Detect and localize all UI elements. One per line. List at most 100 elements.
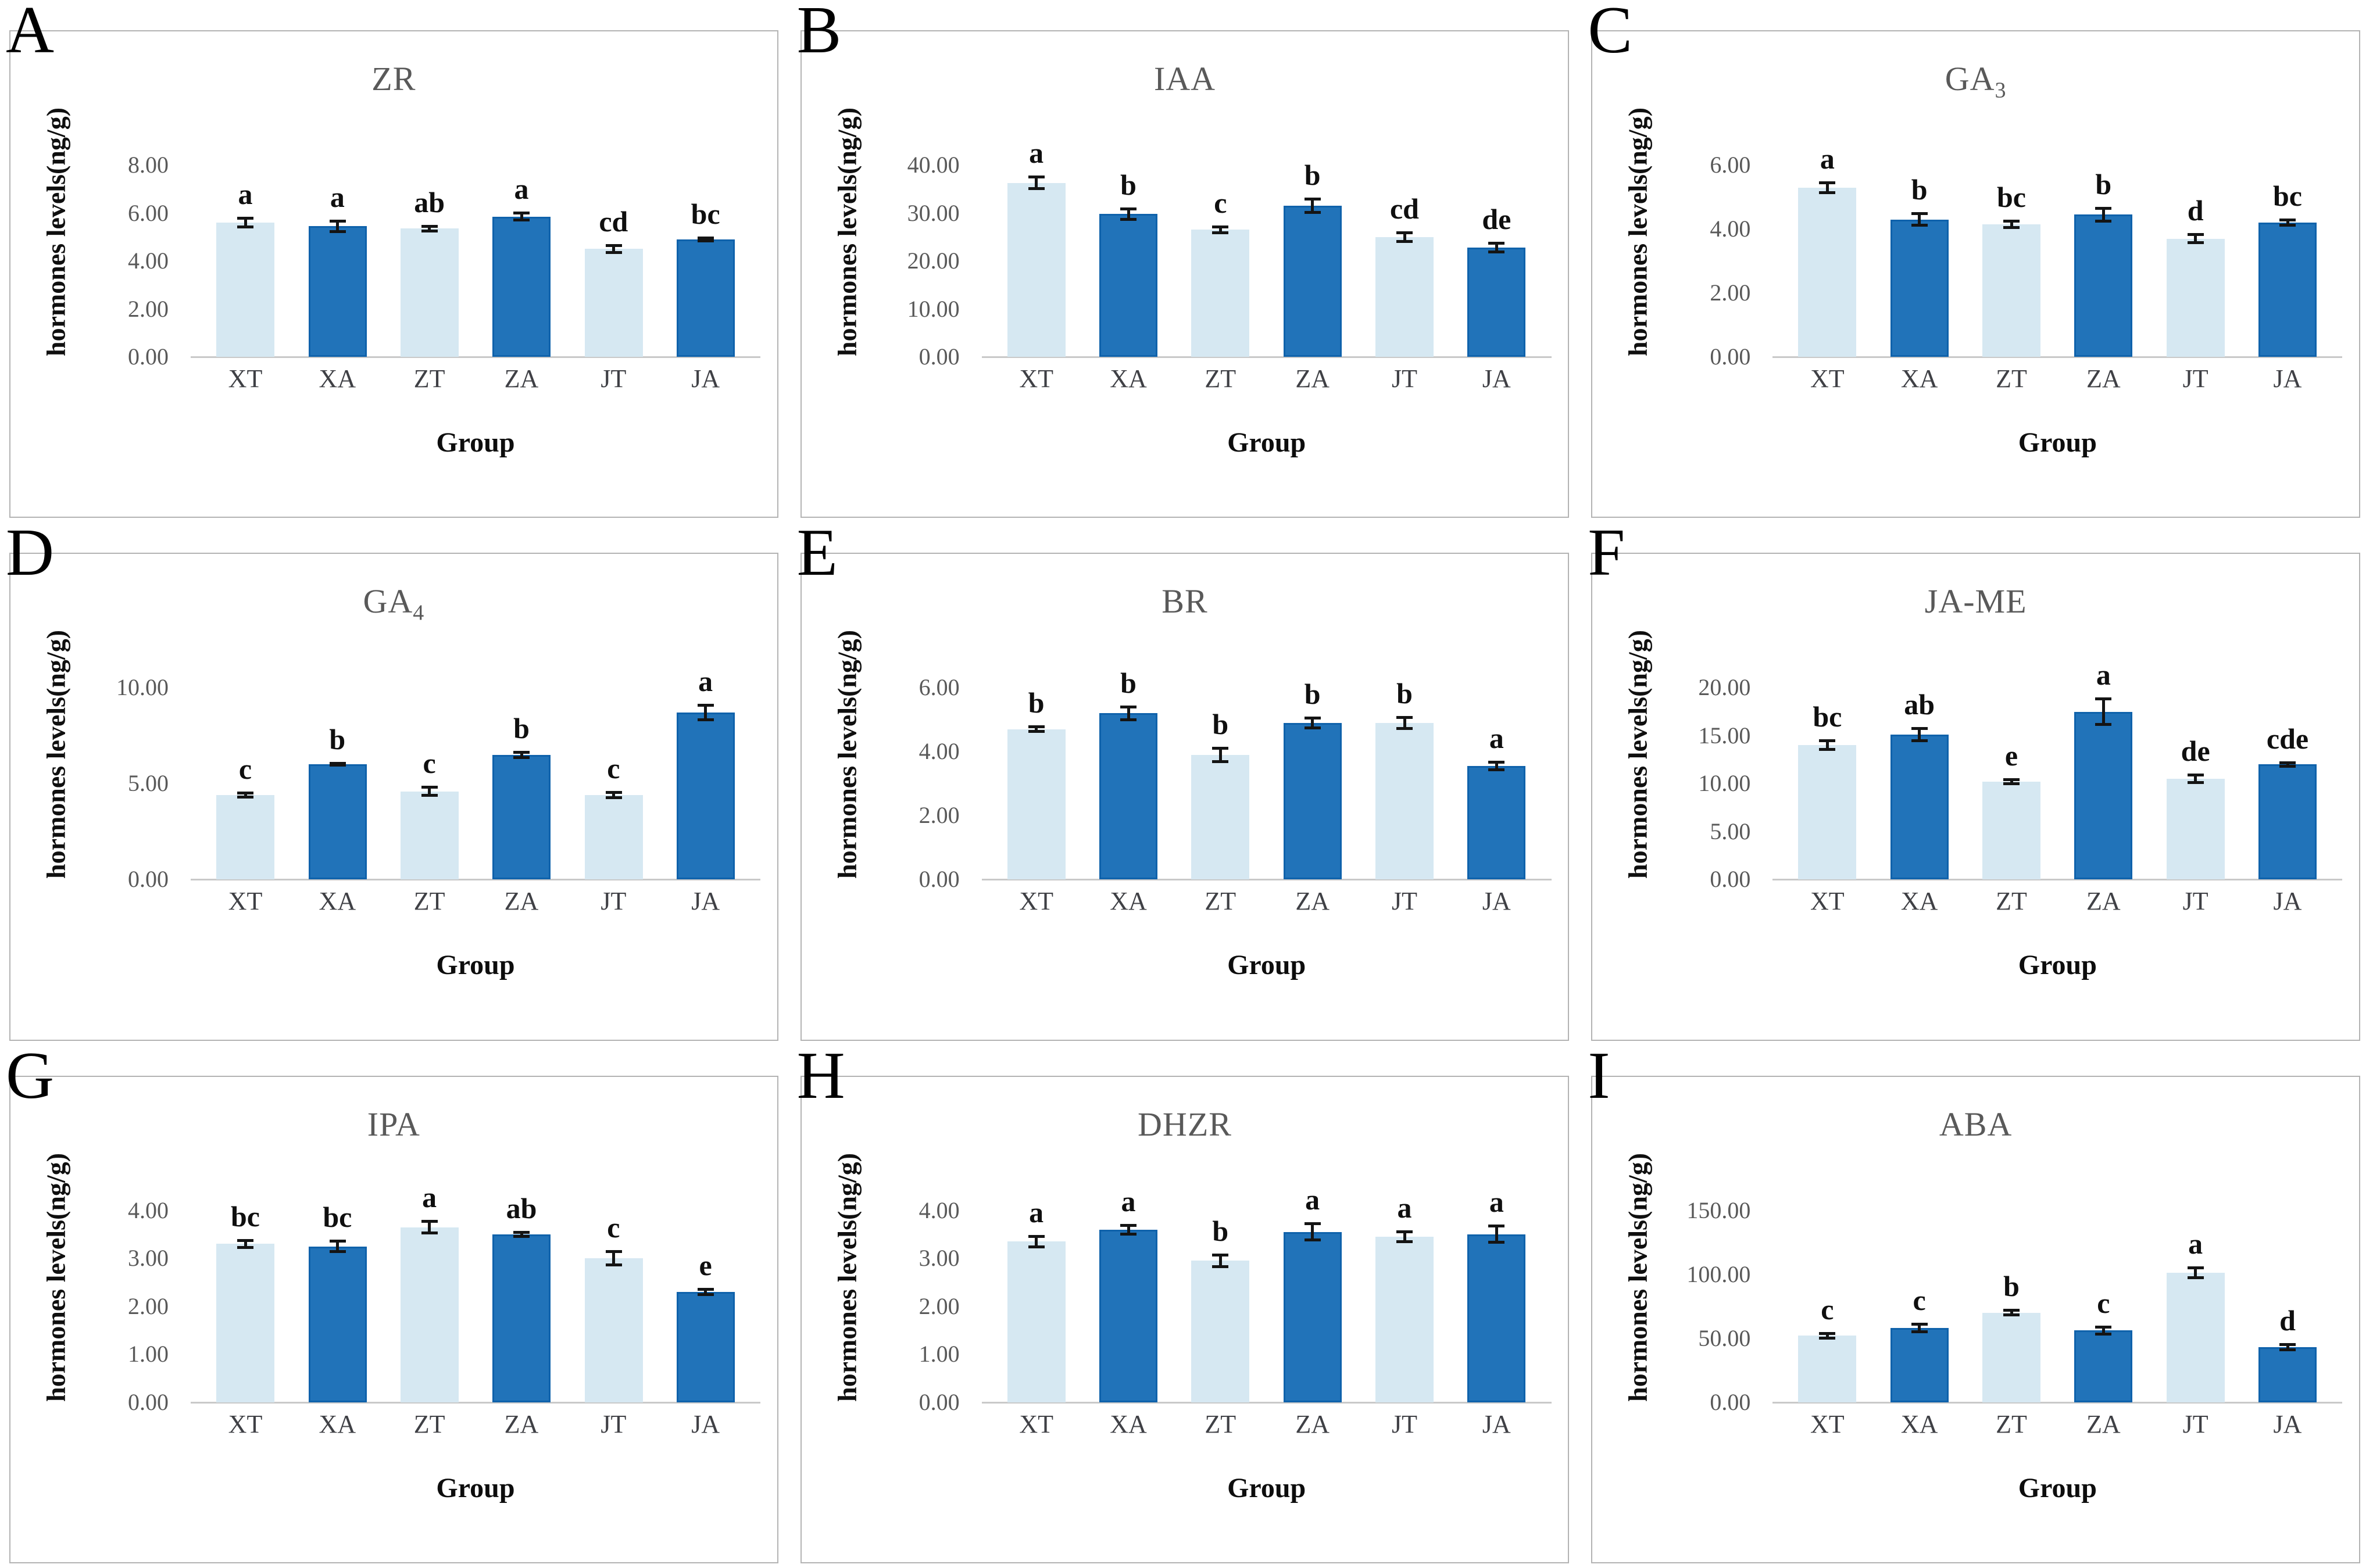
significance-letter: b <box>1028 686 1045 719</box>
error-bar <box>329 219 346 233</box>
panel-letter: B <box>796 0 842 67</box>
error-bar-line <box>1918 1323 1921 1333</box>
error-bar-cap-bottom <box>1488 768 1505 772</box>
error-bar <box>1304 1222 1321 1242</box>
x-category-label: JA <box>691 887 720 916</box>
panel-c: C GA3 hormones levels(ng/g) 0.00 2.00 4.00 6.0… <box>1582 0 2373 522</box>
chart-title-text: IAA <box>1153 60 1216 98</box>
x-category-label: XT <box>228 364 263 393</box>
error-bar-line <box>2102 1325 2105 1336</box>
error-bar-cap-bottom <box>1819 191 1836 194</box>
error-bar-cap-bottom <box>329 764 346 767</box>
error-bar-cap-bottom <box>605 796 622 800</box>
x-axis-title: Group <box>1227 1472 1306 1503</box>
y-axis-tick-label: 2.00 <box>128 1293 169 1319</box>
error-bar-cap-bottom <box>237 225 254 229</box>
y-axis-tick-label: 5.00 <box>1710 818 1751 844</box>
error-bar-cap-bottom <box>1028 730 1045 733</box>
error-bar-cap-bottom <box>1212 231 1229 234</box>
error-bar-cap-bottom <box>605 250 622 254</box>
error-bar-cap-bottom <box>513 1234 530 1238</box>
x-axis-line <box>981 356 1552 358</box>
error-bar <box>2003 778 2020 785</box>
error-bar-cap-bottom <box>1488 250 1505 253</box>
error-bar <box>1819 1331 1836 1340</box>
error-bar-line <box>520 750 523 760</box>
x-category-label: XT <box>1019 364 1053 393</box>
error-bar-cap-bottom <box>329 230 346 233</box>
significance-letter: e <box>699 1249 712 1282</box>
chart-title: IPA <box>10 1105 777 1144</box>
chart-title-subscript: 3 <box>1995 78 2007 103</box>
x-category-label: JA <box>1482 887 1511 916</box>
x-category-label: JT <box>2182 887 2208 916</box>
bar-jt <box>2166 1273 2225 1402</box>
significance-letter: bc <box>1813 700 1842 733</box>
bar-ja <box>2258 1347 2317 1402</box>
significance-letter: ab <box>506 1192 537 1225</box>
x-category-label: XA <box>319 364 356 393</box>
error-bar <box>2003 219 2020 229</box>
bar-zt <box>1982 1312 2041 1402</box>
error-bar-line <box>1918 727 1921 743</box>
bar-ja <box>2258 764 2317 880</box>
error-bar-line <box>1218 1253 1222 1268</box>
chart-title: JA-ME <box>1592 582 2359 621</box>
bar-ja <box>676 239 735 357</box>
significance-letter: a <box>238 177 253 210</box>
x-category-label: JT <box>2182 1409 2208 1438</box>
error-bar-line <box>1495 760 1498 772</box>
bar-zt <box>400 791 459 880</box>
x-category-label: XT <box>228 1409 263 1438</box>
significance-letter: b <box>329 723 346 756</box>
chart-box: GA4 hormones levels(ng/g) 0.00 5.00 10.00 c b c… <box>9 553 778 1041</box>
bar-ja <box>1467 247 1526 357</box>
panel-a: A ZR hormones levels(ng/g) 0.00 2.00 4.00 6.00… <box>0 0 791 522</box>
error-bar <box>329 762 346 767</box>
bar-ja <box>676 713 735 880</box>
error-bar <box>697 704 714 722</box>
x-category-label: ZA <box>1295 364 1330 393</box>
error-bar-line <box>2194 232 2197 245</box>
error-bar <box>237 1239 254 1249</box>
error-bar-line <box>1127 705 1130 722</box>
x-category-label: XT <box>1019 887 1053 916</box>
significance-letter: a <box>698 665 713 698</box>
error-bar-line <box>2010 778 2013 785</box>
bar-za <box>2074 1330 2133 1402</box>
error-bar-cap-bottom <box>2279 1348 2296 1351</box>
x-category-label: ZT <box>1996 1409 2027 1438</box>
error-bar-line <box>244 216 247 229</box>
error-bar <box>1304 716 1321 729</box>
error-bar-line <box>2286 218 2289 227</box>
x-category-label: JA <box>691 1409 720 1438</box>
error-bar-line <box>1403 715 1406 730</box>
y-axis-tick-label: 4.00 <box>919 738 960 765</box>
error-bar-cap-bottom <box>1120 217 1137 221</box>
x-category-label: XA <box>1110 887 1147 916</box>
x-category-label: XA <box>1900 887 1938 916</box>
significance-letter: d <box>2187 194 2204 227</box>
bar-za <box>492 1234 551 1402</box>
error-bar <box>1304 198 1321 214</box>
y-axis-tick-label: 50.00 <box>1698 1324 1751 1351</box>
bar-zt <box>400 1227 459 1402</box>
y-axis-tick-label: 4.00 <box>128 1197 169 1223</box>
significance-letter: c <box>1214 186 1227 219</box>
error-bar <box>1396 1230 1413 1243</box>
significance-letter: b <box>1212 1214 1229 1247</box>
panel-letter: A <box>6 0 55 67</box>
bar-xt <box>1798 745 1857 880</box>
bar-jt <box>1375 237 1434 357</box>
error-bar <box>1212 747 1229 763</box>
y-axis-tick-label: 2.00 <box>128 295 169 322</box>
bar-xa <box>308 764 367 880</box>
y-axis-tick-label: 4.00 <box>919 1197 960 1223</box>
bar-xa <box>1099 713 1158 880</box>
significance-letter: c <box>607 751 620 785</box>
error-bar-cap-bottom <box>1396 239 1413 243</box>
x-category-label: ZT <box>413 887 445 916</box>
bar-ja <box>1467 1234 1526 1402</box>
significance-letter: a <box>1029 137 1044 170</box>
